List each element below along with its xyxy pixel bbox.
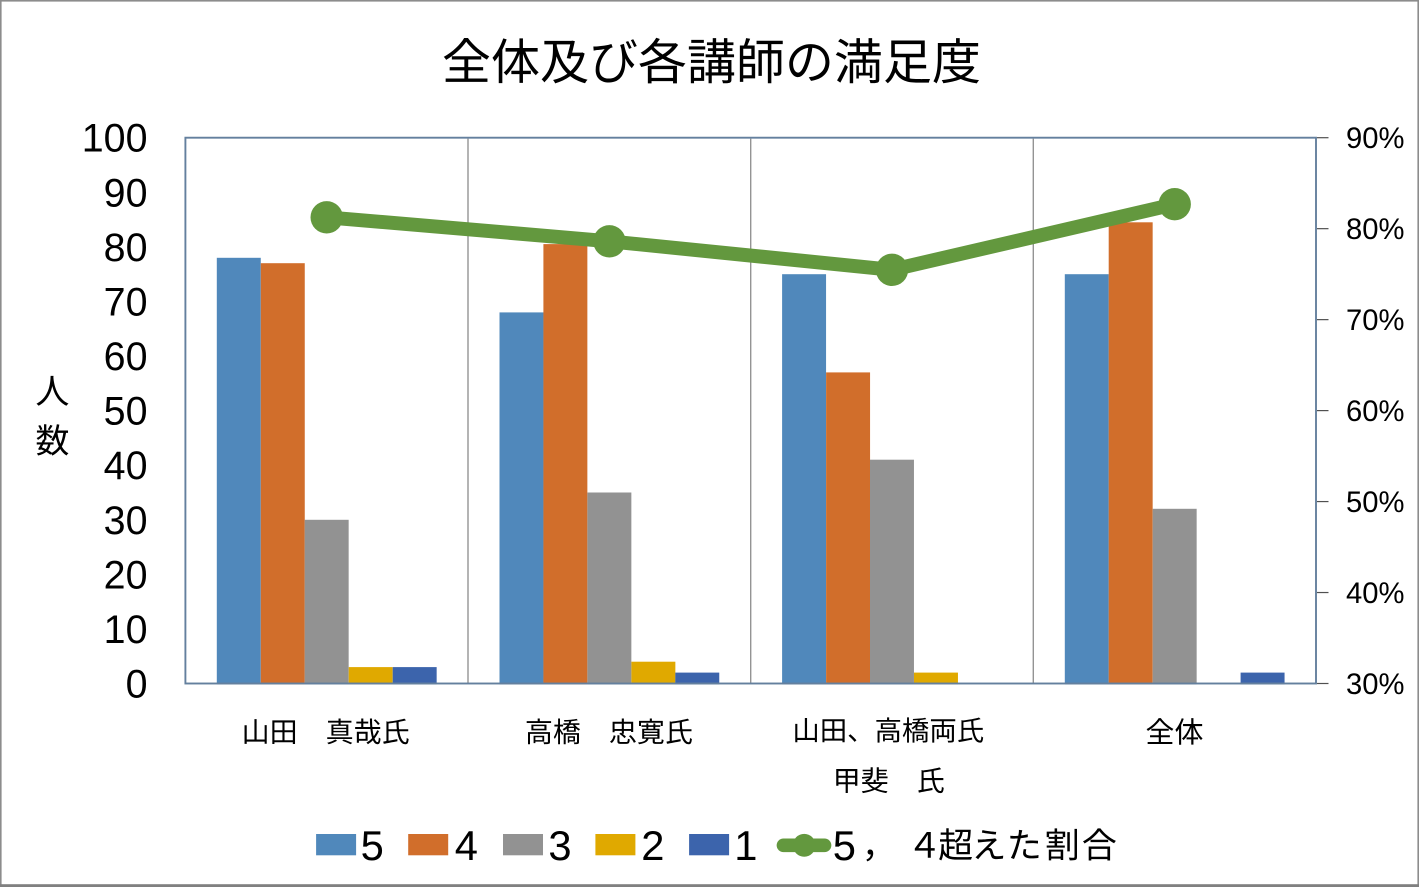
svg-text:10: 10 [104,608,148,652]
svg-text:20: 20 [104,553,148,597]
svg-text:80%: 80% [1346,214,1404,246]
svg-text:90%: 90% [1346,123,1404,155]
svg-text:30: 30 [104,499,148,543]
svg-text:80: 80 [104,226,148,270]
svg-text:3: 3 [548,822,571,869]
svg-text:30%: 30% [1346,669,1404,701]
svg-text:0: 0 [126,663,148,707]
svg-text:60%: 60% [1346,396,1404,428]
svg-text:1: 1 [734,822,757,869]
svg-text:70%: 70% [1346,305,1404,337]
svg-text:70: 70 [104,280,148,324]
svg-text:4: 4 [455,822,478,869]
svg-text:40%: 40% [1346,578,1404,610]
svg-text:5: 5 [361,822,384,869]
svg-text:5: 5 [833,822,856,869]
svg-text:2: 2 [641,822,664,869]
svg-text:40: 40 [104,444,148,488]
svg-text:50%: 50% [1346,487,1404,519]
svg-text:60: 60 [104,335,148,379]
svg-text:50: 50 [104,390,148,434]
svg-text:100: 100 [82,117,148,161]
svg-text:90: 90 [104,171,148,215]
